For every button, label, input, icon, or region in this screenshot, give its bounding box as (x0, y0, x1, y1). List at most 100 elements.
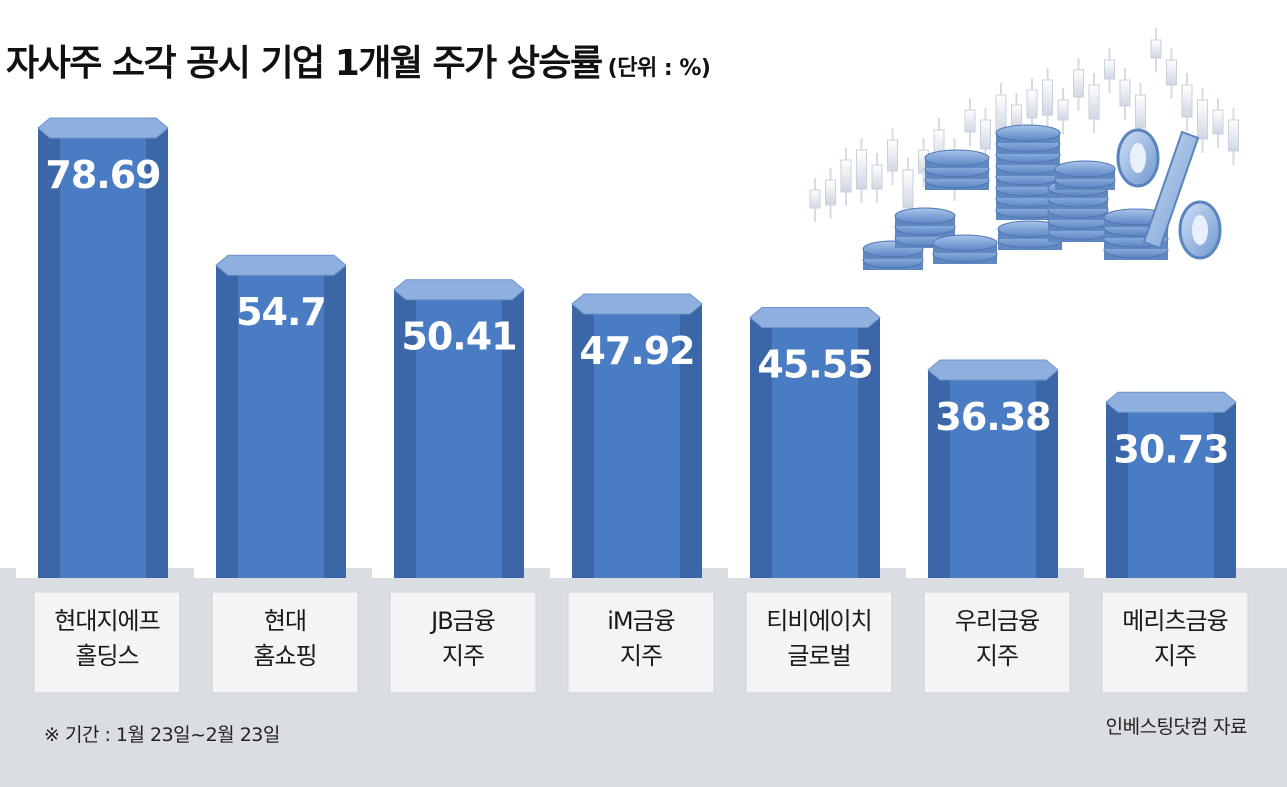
bar: 36.38 (906, 359, 1059, 578)
bar: 50.41 (372, 279, 525, 578)
category-label-line: 지주 (442, 642, 484, 670)
bar: 30.73 (1084, 391, 1237, 578)
bar-front-face (950, 369, 1036, 578)
candle-body (809, 189, 821, 209)
coin (932, 234, 998, 252)
unit-label: (단위 : %) (607, 56, 711, 81)
bar-shadow (906, 379, 928, 578)
candle-body (1057, 99, 1069, 121)
candle-body (871, 164, 883, 190)
value-label: 78.69 (45, 153, 160, 197)
candle-body (840, 159, 852, 193)
value-label: 47.92 (579, 329, 694, 373)
category-label-line: JB금융 (429, 607, 495, 635)
bar-shadow (194, 275, 216, 578)
bar-group: 78.69 54.7 50.41 47.92 45.55 36.38 30.73 (16, 117, 1237, 578)
bar-top-face (749, 307, 881, 329)
candle-body (825, 179, 836, 206)
bar-front-face (594, 303, 680, 578)
bar-left-face (38, 128, 60, 578)
candle-body (1011, 104, 1022, 127)
bar-left-face (1106, 402, 1128, 578)
bar-shadow (550, 313, 572, 578)
coin (894, 207, 956, 225)
candle-body (1150, 39, 1162, 59)
bar-top-face (37, 117, 169, 139)
bar: 54.7 (194, 254, 347, 578)
category-label-line: 지주 (1154, 642, 1196, 670)
category-label-line: 현대지에프 (54, 607, 159, 635)
candle-body (1026, 89, 1038, 119)
category-label-box (745, 591, 893, 694)
candle-body (1228, 119, 1239, 152)
bar-top-face (1105, 391, 1237, 413)
bar-shadow (1084, 412, 1106, 578)
category-label-line: iM금융 (607, 607, 675, 635)
candle-body (1166, 59, 1177, 86)
bar-right-face (324, 265, 346, 578)
bar-left-face (216, 265, 238, 578)
candle-body (964, 109, 976, 133)
category-label-box (1101, 591, 1249, 694)
bar-left-face (572, 303, 594, 578)
category-label-line: 홀딩스 (75, 642, 138, 670)
source-note: 인베스팅닷컴 자료 (1105, 716, 1248, 738)
bar-shadow (372, 299, 394, 578)
category-label-line: 글로벌 (787, 642, 850, 670)
candle-body (887, 139, 898, 172)
bar-right-face (1036, 369, 1058, 578)
coin (924, 149, 990, 167)
candle-body (980, 119, 991, 150)
coin (1054, 160, 1116, 178)
bar-right-face (502, 289, 524, 578)
category-label-line: 지주 (976, 642, 1018, 670)
bar: 47.92 (550, 293, 703, 578)
candle-body (902, 169, 914, 209)
category-labels: 현대지에프홀딩스현대홈쇼핑JB금융지주iM금융지주티비에이치글로벌우리금융지주메… (33, 591, 1249, 694)
chart-title: 자사주 소각 공시 기업 1개월 주가 상승률 (6, 43, 603, 84)
bar-right-face (1214, 402, 1236, 578)
bar-top-face (215, 254, 347, 276)
category-label-box (33, 591, 181, 694)
bar-top-face (927, 359, 1059, 381)
bar-front-face (1128, 402, 1214, 578)
candle-body (1212, 109, 1224, 135)
bar-front-face (238, 265, 324, 578)
value-label: 36.38 (935, 395, 1050, 439)
bar-front-face (772, 317, 858, 578)
bar-front-face (416, 289, 502, 578)
candle-body (995, 94, 1007, 132)
candle-body (1181, 84, 1193, 118)
category-label-line: 홈쇼핑 (253, 642, 316, 670)
bar-left-face (750, 317, 772, 578)
category-label-box (211, 591, 359, 694)
category-label-line: 우리금융 (955, 607, 1039, 635)
percent-sign-icon (1116, 128, 1222, 260)
bar: 78.69 (16, 117, 169, 578)
title-row: 자사주 소각 공시 기업 1개월 주가 상승률 (단위 : %) (6, 34, 711, 86)
category-label-line: 메리츠금융 (1122, 607, 1227, 635)
coin-stacks (862, 124, 1169, 270)
bar-left-face (394, 289, 416, 578)
bar-right-face (680, 303, 702, 578)
bar-top-face (571, 293, 703, 315)
category-label-line: 지주 (620, 642, 662, 670)
bar-left-face (928, 369, 950, 578)
category-label-box (923, 591, 1071, 694)
category-label-box (389, 591, 537, 694)
bar-shadow (16, 138, 38, 578)
candle-body (1119, 79, 1131, 107)
candlestick-background (809, 28, 1239, 222)
bar-top-face (393, 279, 525, 301)
candle-body (856, 149, 867, 190)
category-label-line: 티비에이치 (766, 607, 871, 635)
coins-percent-illustration (809, 28, 1239, 270)
